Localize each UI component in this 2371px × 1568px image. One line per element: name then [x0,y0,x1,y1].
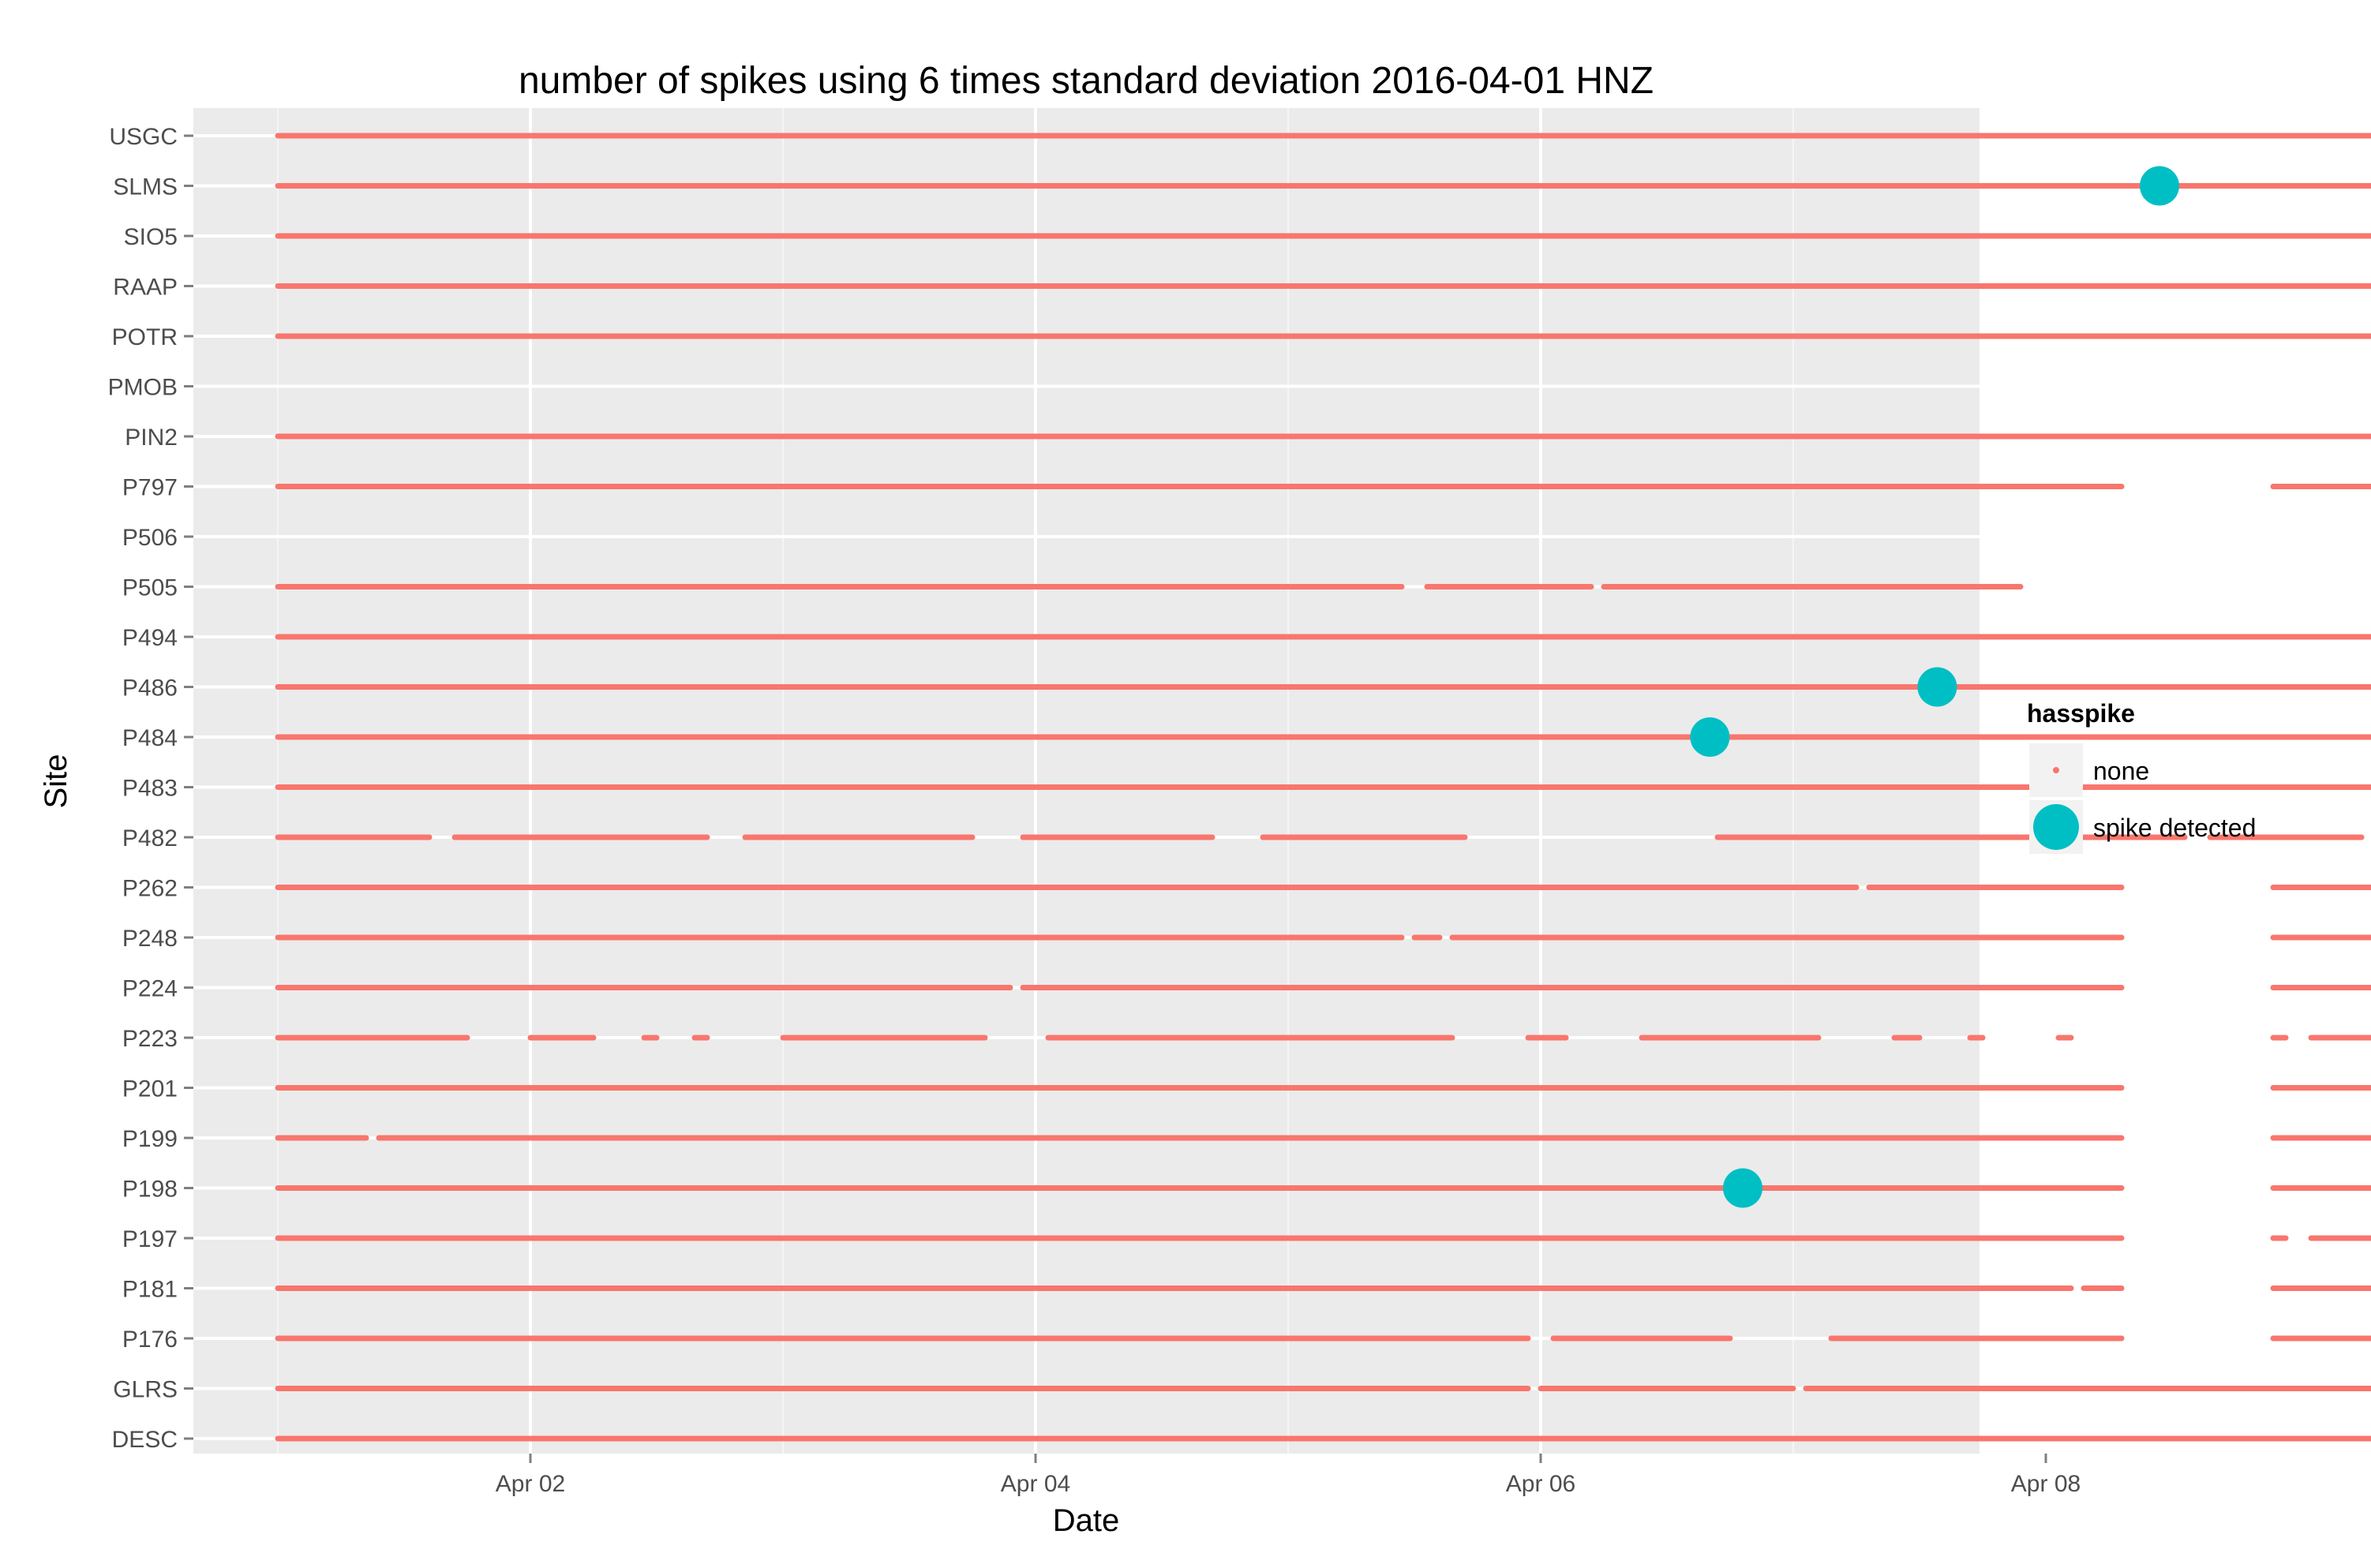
y-axis: USGC SLMS SIO5 RAAP POTR PMOB PIN2 P797 P506 P505… [108,124,193,1453]
y-tick-label: POTR [112,324,178,350]
legend-title: hasspike [2027,699,2135,728]
plot-panel [193,108,1980,1454]
y-tick-label: P483 [122,776,178,802]
y-tick-label: P181 [122,1277,178,1303]
y-tick-label: P482 [122,825,178,851]
y-tick-label: RAAP [113,275,178,301]
y-axis-title: Site [39,754,73,809]
series-spike-detected [1690,166,2179,1208]
y-tick-label: P176 [122,1327,178,1353]
y-tick-label: P484 [122,725,178,751]
y-tick-label: P486 [122,675,178,702]
y-tick-label: PIN2 [125,425,178,451]
y-tick-label: P224 [122,976,178,1002]
chart-title: number of spikes using 6 times standard … [519,60,1654,102]
y-tick-label: SIO5 [124,224,178,250]
spike-point-p198 [1723,1168,1762,1208]
x-tick-label: Apr 02 [496,1471,565,1497]
y-tick-label: P198 [122,1177,178,1203]
spike-point-slms [2140,166,2179,206]
legend-label-spike-detected: spike detected [2093,814,2256,842]
x-tick-label: Apr 04 [1001,1471,1070,1497]
y-tick-label: P506 [122,525,178,551]
y-tick-label: P223 [122,1026,178,1052]
legend-label-none: none [2093,757,2149,785]
y-tick-label: DESC [112,1427,178,1453]
y-tick-label: P197 [122,1226,178,1252]
y-tick-label: USGC [109,124,178,150]
x-axis-title: Date [1053,1503,1120,1538]
y-tick-label: P505 [122,575,178,601]
legend: hasspike none spike detected [2027,699,2256,854]
y-tick-label: P248 [122,926,178,952]
legend-marker-none [2053,767,2059,773]
spike-point-p486 [1917,667,1957,707]
y-tick-label: P199 [122,1126,178,1152]
y-tick-label: PMOB [108,375,178,401]
y-tick-label: GLRS [113,1377,178,1403]
x-tick-label: Apr 08 [2011,1471,2081,1497]
spike-point-p484 [1690,717,1730,757]
minor-gridlines [277,108,1794,1454]
y-tick-label: P797 [122,475,178,501]
x-tick-label: Apr 06 [1506,1471,1575,1497]
y-tick-label: P494 [122,625,178,651]
y-tick-label: SLMS [113,174,178,200]
y-tick-label: P262 [122,876,178,902]
series-none [275,133,2371,1442]
legend-marker-spike-detected [2033,804,2079,850]
y-tick-label: P201 [122,1076,178,1102]
